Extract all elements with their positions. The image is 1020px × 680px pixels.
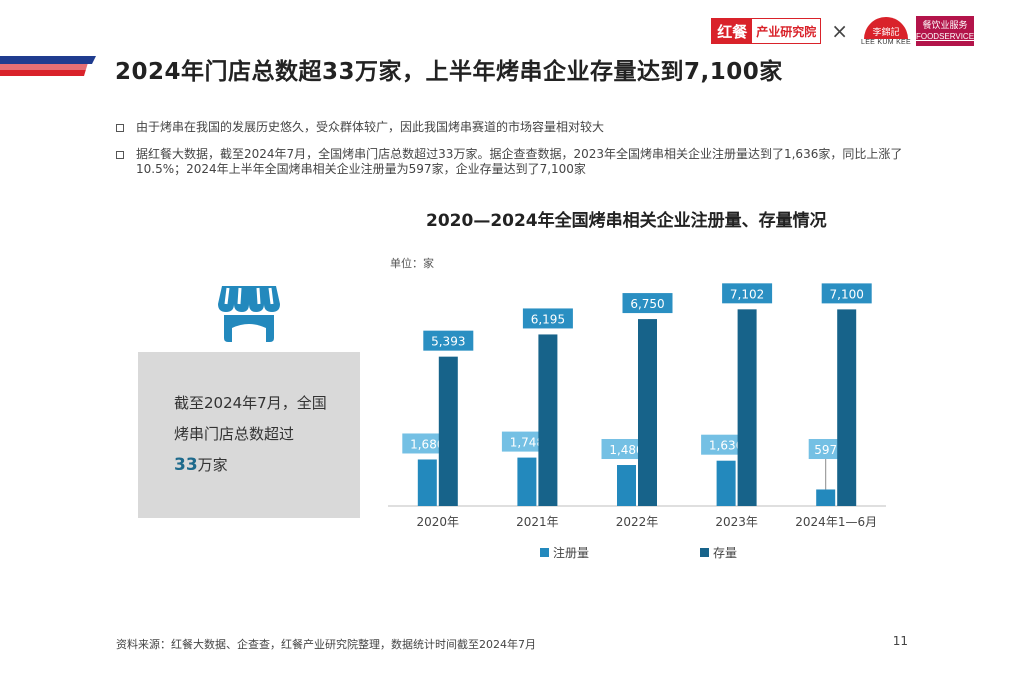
data-label-box [522, 308, 573, 329]
data-label-box [821, 283, 872, 304]
store-count-description: 截至2024年7月，全国烤串门店总数超过 [174, 394, 327, 443]
x-tick-label: 2023年 [715, 515, 758, 529]
store-count-text: 截至2024年7月，全国烤串门店总数超过 33万家 [174, 388, 334, 481]
hongcan-logo-sub: 产业研究院 [756, 24, 817, 39]
store-count-number: 33 [174, 455, 198, 475]
foodservice-logo: 餐饮业服务 FOODSERVICE [916, 16, 974, 46]
header-logos: 红餐 产业研究院 × 李錦記 LEE KUM KEE 餐饮业服务 FOODSER… [711, 14, 974, 48]
bar-registrations [617, 465, 636, 506]
title-accent-bar [0, 56, 96, 76]
data-label: 7,100 [830, 287, 864, 301]
store-count-unit: 万家 [197, 456, 228, 474]
bullet-text: 由于烤串在我国的发展历史悠久，受众群体较广，因此我国烤串赛道的市场容量相对较大 [136, 120, 605, 134]
data-label: 597 [814, 443, 837, 457]
store-icon [218, 286, 280, 342]
bullet-item: 由于烤串在我国的发展历史悠久，受众群体较广，因此我国烤串赛道的市场容量相对较大 [116, 120, 916, 135]
legend-swatch [700, 548, 709, 557]
data-label-box [423, 330, 474, 351]
chart-title: 2020—2024年全国烤串相关企业注册量、存量情况 [426, 211, 827, 231]
svg-text:李錦記: 李錦記 [872, 26, 899, 38]
data-label: 1,636 [709, 439, 743, 453]
bar-chart: 1,680 5,393 2020年 1,748 6,195 2021年 1,480 6,750… [388, 283, 886, 560]
bullet-text: 据红餐大数据，截至2024年7月，全国烤串门店总数超过33万家。据企查查数据，2… [136, 147, 903, 176]
legend-swatch [540, 548, 549, 557]
bar-stock [538, 334, 558, 506]
legend-label: 注册量 [553, 545, 589, 560]
bullet-square-icon [116, 124, 124, 132]
x-tick-label: 2021年 [516, 515, 559, 529]
logo-separator: × [831, 19, 848, 43]
foodservice-logo-en: FOODSERVICE [915, 31, 975, 41]
bar-stock [737, 309, 757, 506]
bar-registrations [517, 457, 537, 506]
bar-registrations [716, 460, 736, 506]
data-label: 6,750 [630, 297, 664, 311]
data-label: 7,102 [730, 287, 764, 301]
bar-stock [438, 356, 458, 506]
x-tick-label: 2024年1—6月 [795, 515, 877, 529]
data-label: 1,480 [609, 443, 643, 457]
data-label-box [808, 439, 843, 460]
data-label: 1,748 [510, 436, 544, 450]
source-note: 资料来源：红餐大数据、企查查，红餐产业研究院整理，数据统计时间截至2024年7月 [116, 638, 536, 651]
bullet-list: 由于烤串在我国的发展历史悠久，受众群体较广，因此我国烤串赛道的市场容量相对较大 … [116, 120, 916, 189]
foodservice-logo-cn: 餐饮业服务 [922, 20, 968, 31]
data-label: 5,393 [431, 335, 465, 349]
bar-registrations [816, 489, 836, 506]
data-label: 1,680 [410, 437, 444, 451]
data-label-box [722, 283, 773, 304]
hongcan-logo: 红餐 产业研究院 [711, 18, 822, 44]
hongcan-logo-main: 红餐 [712, 19, 753, 43]
page-number: 11 [892, 634, 908, 648]
x-tick-label: 2020年 [417, 515, 460, 529]
store-count-card: 截至2024年7月，全国烤串门店总数超过 33万家 [138, 352, 360, 518]
bullet-square-icon [116, 151, 124, 159]
bar-stock [837, 309, 857, 506]
lee-kum-kee-emblem: 李錦記 [864, 16, 908, 39]
data-label-box [622, 293, 673, 314]
legend-label: 存量 [713, 546, 737, 560]
page-title: 2024年门店总数超33万家，上半年烤串企业存量达到7,100家 [115, 59, 783, 85]
bar-stock [638, 319, 657, 506]
bullet-item: 据红餐大数据，截至2024年7月，全国烤串门店总数超过33万家。据企查查数据，2… [116, 147, 916, 177]
bar-registrations [417, 459, 437, 506]
x-tick-label: 2022年 [616, 515, 659, 529]
chart-unit-label: 单位：家 [390, 257, 434, 270]
lee-kum-kee-text: LEE KUM KEE [861, 38, 911, 46]
data-label: 6,195 [531, 312, 565, 326]
lee-kum-kee-logo: 李錦記 LEE KUM KEE [858, 16, 914, 46]
